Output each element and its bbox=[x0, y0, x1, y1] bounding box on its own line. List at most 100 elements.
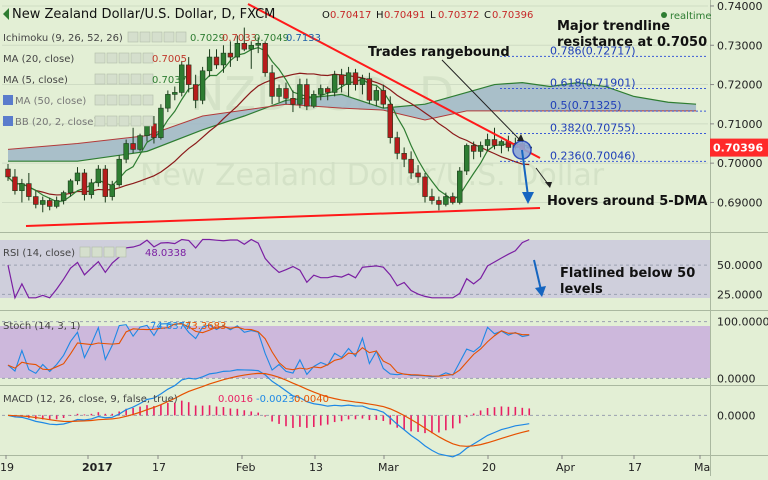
candle-body[interactable] bbox=[290, 98, 296, 105]
candle-body[interactable] bbox=[165, 94, 171, 109]
legend-action-button[interactable] bbox=[91, 246, 103, 258]
candle-body[interactable] bbox=[95, 168, 102, 184]
rsi-line[interactable] bbox=[7, 238, 530, 300]
legend-action-button[interactable] bbox=[118, 52, 130, 64]
candle-body[interactable] bbox=[269, 72, 275, 97]
candle-body[interactable] bbox=[470, 145, 477, 152]
candle-body[interactable] bbox=[248, 44, 254, 50]
price-pane[interactable] bbox=[0, 0, 710, 232]
candle-body[interactable] bbox=[311, 94, 317, 107]
legend-action-button[interactable] bbox=[94, 52, 106, 64]
candle-body[interactable] bbox=[366, 78, 373, 101]
candle-body[interactable] bbox=[179, 64, 185, 93]
candle-body[interactable] bbox=[324, 88, 331, 93]
support-trendline[interactable] bbox=[25, 207, 541, 227]
candle-body[interactable] bbox=[227, 52, 234, 58]
candle-body[interactable] bbox=[304, 84, 310, 107]
candle-body[interactable] bbox=[213, 56, 220, 66]
candle-body[interactable] bbox=[67, 180, 74, 193]
candle-body[interactable] bbox=[192, 84, 199, 101]
indicator-visibility-icon[interactable] bbox=[3, 116, 13, 126]
macd-pane[interactable]: 0.0000 bbox=[2, 369, 756, 458]
candle-body[interactable] bbox=[241, 42, 247, 50]
legend-action-button[interactable] bbox=[142, 73, 154, 85]
candle-body[interactable] bbox=[345, 72, 352, 85]
candle-body[interactable] bbox=[387, 103, 393, 138]
stoch-pane[interactable]: 100.0000 0.0000 bbox=[2, 316, 768, 386]
macd-line[interactable] bbox=[7, 369, 530, 458]
candle-body[interactable] bbox=[88, 182, 95, 195]
indicator-visibility-icon[interactable] bbox=[3, 95, 13, 105]
candle-body[interactable] bbox=[123, 143, 129, 160]
legend-action-button[interactable] bbox=[94, 73, 106, 85]
candle-body[interactable] bbox=[116, 158, 122, 186]
candle-body[interactable] bbox=[262, 42, 268, 74]
stoch-k-line[interactable] bbox=[7, 322, 530, 378]
candle-body[interactable] bbox=[199, 70, 206, 101]
stoch-d-line[interactable] bbox=[7, 323, 530, 377]
legend-action-button[interactable] bbox=[142, 115, 154, 127]
legend-action-button[interactable] bbox=[127, 31, 139, 43]
candle-body[interactable] bbox=[26, 183, 32, 197]
candle-body[interactable] bbox=[172, 92, 178, 95]
candle-body[interactable] bbox=[394, 137, 400, 154]
legend-action-button[interactable] bbox=[106, 52, 118, 64]
legend-action-button[interactable] bbox=[118, 73, 130, 85]
candle-body[interactable] bbox=[81, 172, 88, 195]
candle-body[interactable] bbox=[338, 74, 345, 85]
candle-body[interactable] bbox=[457, 170, 463, 203]
candle-body[interactable] bbox=[401, 153, 407, 160]
legend-action-button[interactable] bbox=[106, 73, 118, 85]
legend-action-button[interactable] bbox=[163, 31, 175, 43]
candle-body[interactable] bbox=[234, 42, 241, 58]
resistance-trendline[interactable] bbox=[247, 3, 541, 159]
legend-action-button[interactable] bbox=[94, 94, 106, 106]
candle-body[interactable] bbox=[491, 139, 498, 146]
candle-body[interactable] bbox=[46, 200, 53, 207]
candle-body[interactable] bbox=[255, 42, 261, 46]
candle-body[interactable] bbox=[318, 88, 324, 95]
legend-action-button[interactable] bbox=[130, 73, 142, 85]
candle-body[interactable] bbox=[60, 192, 67, 201]
legend-action-button[interactable] bbox=[118, 115, 130, 127]
candle-body[interactable] bbox=[40, 200, 46, 205]
indicator-legends[interactable]: New Zealand Dollar/U.S. Dollar, D, FXCM O… bbox=[3, 7, 712, 405]
legend-action-button[interactable] bbox=[115, 246, 127, 258]
candle-body[interactable] bbox=[186, 64, 192, 85]
candle-body[interactable] bbox=[373, 90, 380, 101]
candle-body[interactable] bbox=[102, 168, 109, 197]
collapse-chevron-icon[interactable] bbox=[3, 8, 9, 20]
legend-action-button[interactable] bbox=[142, 94, 154, 106]
candle-body[interactable] bbox=[498, 141, 505, 146]
candle-body[interactable] bbox=[53, 200, 60, 207]
candle-body[interactable] bbox=[422, 176, 428, 197]
candle-body[interactable] bbox=[450, 196, 456, 203]
legend-action-button[interactable] bbox=[118, 94, 130, 106]
legend-action-button[interactable] bbox=[130, 52, 142, 64]
candle-body[interactable] bbox=[436, 200, 442, 205]
candle-body[interactable] bbox=[109, 184, 115, 197]
candles[interactable] bbox=[5, 27, 532, 213]
rsi-pane[interactable]: 50.0000 25.0000 bbox=[2, 238, 763, 302]
candle-body[interactable] bbox=[206, 56, 213, 72]
candle-body[interactable] bbox=[463, 145, 470, 172]
legend-action-button[interactable] bbox=[94, 115, 106, 127]
candle-body[interactable] bbox=[443, 196, 449, 205]
candle-body[interactable] bbox=[276, 88, 282, 97]
legend-action-button[interactable] bbox=[103, 246, 115, 258]
candle-body[interactable] bbox=[130, 143, 136, 150]
candle-body[interactable] bbox=[408, 158, 414, 174]
signal-line[interactable] bbox=[7, 372, 530, 447]
candle-body[interactable] bbox=[158, 107, 164, 138]
candle-body[interactable] bbox=[74, 172, 81, 182]
trendlines[interactable] bbox=[25, 3, 552, 227]
legend-action-button[interactable] bbox=[79, 246, 91, 258]
legend-action-button[interactable] bbox=[151, 31, 163, 43]
candle-body[interactable] bbox=[33, 196, 39, 205]
legend-action-button[interactable] bbox=[106, 115, 118, 127]
candle-body[interactable] bbox=[297, 84, 303, 105]
legend-action-button[interactable] bbox=[139, 31, 151, 43]
candle-body[interactable] bbox=[331, 74, 338, 93]
